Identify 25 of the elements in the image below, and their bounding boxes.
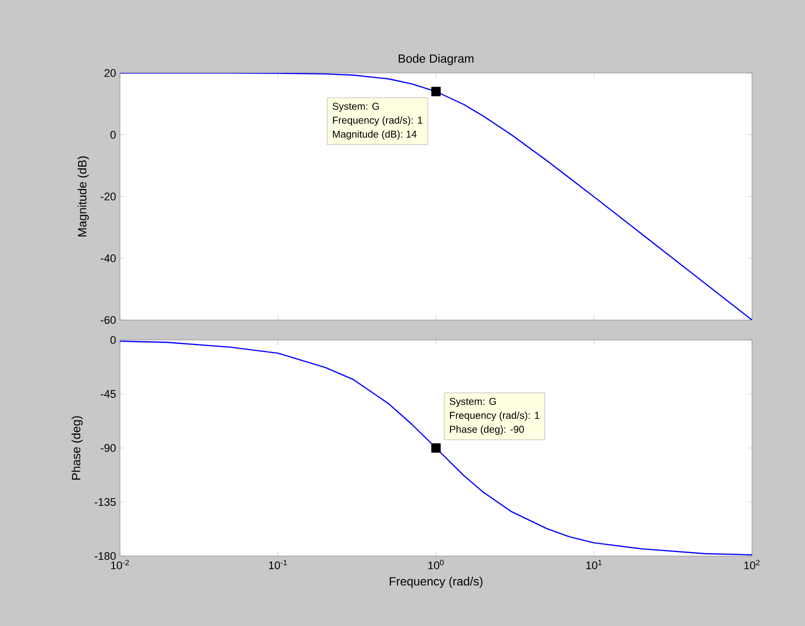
- chart-title: Bode Diagram: [398, 54, 474, 66]
- annotation: Frequency (rad/s): 1: [450, 412, 540, 421]
- annotation: System: G: [450, 398, 496, 407]
- y-axis-title: Phase (deg): [72, 416, 83, 480]
- y-tick-label: 20: [104, 69, 116, 77]
- y-tick-label: -90: [100, 444, 116, 452]
- annotation: Frequency (rad/s): 1: [332, 116, 422, 126]
- y-tick-label: -40: [100, 254, 116, 262]
- y-tick-label: -45: [100, 390, 116, 398]
- x-axis-title: Frequency (rad/s): [390, 576, 482, 588]
- y-tick-label: -180: [94, 552, 116, 560]
- x-tick-label: 10$^{1}$: [586, 560, 602, 570]
- x-tick-label: 10$^{0}$: [428, 560, 444, 570]
- annotation: System: G: [332, 102, 379, 112]
- y-axis-title: Magnitude (dB): [78, 156, 89, 236]
- annotation: Magnitude (dB): 14: [332, 130, 417, 140]
- x-tick-label: 10$^{-1}$: [269, 560, 287, 570]
- y-tick-label: -20: [100, 192, 116, 200]
- y-tick-label: -60: [100, 316, 116, 324]
- x-tick-label: 10$^{-2}$: [111, 560, 129, 570]
- annotation: Phase (deg): -90: [450, 426, 524, 435]
- y-tick-label: -135: [94, 498, 116, 506]
- y-tick-label: 0: [110, 336, 116, 344]
- y-tick-label: 0: [110, 130, 116, 139]
- x-tick-label: 10$^{2}$: [744, 560, 760, 570]
